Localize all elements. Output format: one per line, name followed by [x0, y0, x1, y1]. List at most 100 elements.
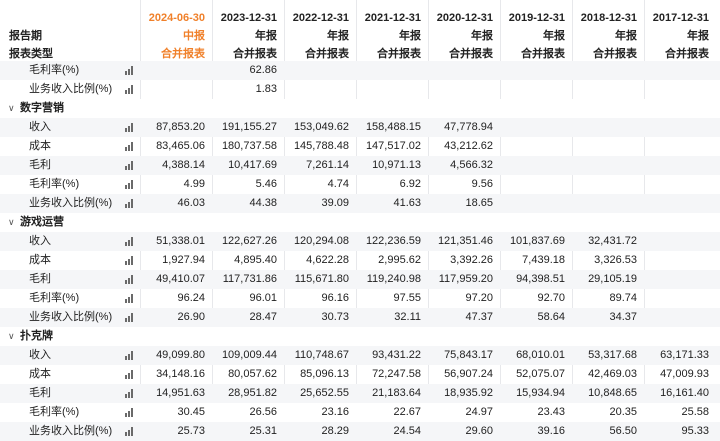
value-cell: 39.16 — [537, 425, 565, 437]
table-row: 毛利 14,951.63 28,951.82 25,652.55 21,183.64 18… — [0, 384, 720, 403]
metric-label: 毛利率(%) — [0, 289, 140, 308]
header-row: 报告期 中报 年报 年报 年报 年报 年报 年报 年报 — [0, 26, 720, 46]
bar-chart-icon[interactable] — [125, 142, 134, 151]
group-name: 游戏运营 — [20, 216, 64, 228]
value-cell — [500, 137, 572, 156]
chevron-down-icon[interactable]: ∨ — [8, 217, 15, 227]
value-cell — [644, 308, 716, 327]
value-cell: 122,627.26 — [221, 235, 277, 247]
value-cell: 7,261.14 — [306, 159, 349, 171]
group-label[interactable]: ∨ 数字营销 — [0, 99, 300, 118]
value-cell: 29.60 — [465, 425, 493, 437]
value-cell — [284, 80, 356, 99]
bar-chart-icon[interactable] — [125, 427, 134, 436]
period-date[interactable]: 2024-06-30 — [148, 12, 205, 24]
value-cell — [644, 118, 716, 137]
value-cell — [644, 289, 716, 308]
bar-chart-icon[interactable] — [125, 275, 134, 284]
value-cell: 3,326.53 — [594, 254, 637, 266]
value-cell: 18,935.92 — [444, 387, 493, 399]
value-cell: 16,161.40 — [660, 387, 709, 399]
value-cell — [644, 232, 716, 251]
value-cell — [644, 175, 716, 194]
value-cell: 3,392.26 — [450, 254, 493, 266]
period-report: 年报 — [255, 30, 277, 42]
value-cell: 53,317.68 — [588, 349, 637, 361]
value-cell: 47,778.94 — [444, 121, 493, 133]
value-cell: 10,971.13 — [372, 159, 421, 171]
value-cell — [356, 80, 428, 99]
value-cell: 24.54 — [393, 425, 421, 437]
bar-chart-icon[interactable] — [125, 351, 134, 360]
value-cell: 39.09 — [321, 197, 349, 209]
value-cell: 49,099.80 — [156, 349, 205, 361]
value-cell: 80,057.62 — [228, 368, 277, 380]
value-cell: 68,010.01 — [516, 349, 565, 361]
value-cell: 4,895.40 — [234, 254, 277, 266]
value-cell: 22.67 — [393, 406, 421, 418]
value-cell: 26.56 — [249, 406, 277, 418]
value-cell — [572, 175, 644, 194]
bar-chart-icon[interactable] — [125, 256, 134, 265]
value-cell: 42,469.03 — [588, 368, 637, 380]
metric-label: 业务收入比例(%) — [0, 308, 140, 327]
value-cell: 21,183.64 — [372, 387, 421, 399]
value-cell: 26.90 — [177, 311, 205, 323]
group-label[interactable]: ∨ 游戏运营 — [0, 213, 300, 232]
value-cell: 153,049.62 — [293, 121, 349, 133]
value-cell: 28.47 — [249, 311, 277, 323]
group-name: 扑克牌 — [20, 330, 53, 342]
period-report: 中报 — [183, 30, 205, 42]
value-cell: 15,934.94 — [516, 387, 565, 399]
bar-chart-icon[interactable] — [125, 313, 134, 322]
value-cell: 85,096.13 — [300, 368, 349, 380]
value-cell — [500, 118, 572, 137]
metric-label: 毛利 — [0, 270, 140, 289]
period-date: 2018-12-31 — [580, 12, 637, 24]
value-cell: 10,417.69 — [228, 159, 277, 171]
value-cell — [500, 194, 572, 213]
bar-chart-icon[interactable] — [125, 180, 134, 189]
value-cell: 180,737.58 — [221, 140, 277, 152]
bar-chart-icon[interactable] — [125, 123, 134, 132]
value-cell — [644, 270, 716, 289]
bar-chart-icon[interactable] — [125, 66, 134, 75]
group-header-row[interactable]: ∨ 数字营销 — [0, 99, 720, 118]
table-row: 毛利率(%) 62.86 — [0, 61, 720, 80]
value-cell: 5.46 — [255, 178, 277, 190]
value-cell: 109,009.44 — [221, 349, 277, 361]
value-cell: 63,171.33 — [660, 349, 709, 361]
bar-chart-icon[interactable] — [125, 85, 134, 94]
metric-label: 毛利率(%) — [0, 175, 140, 194]
value-cell: 18.65 — [465, 197, 493, 209]
bar-chart-icon[interactable] — [125, 237, 134, 246]
bar-chart-icon[interactable] — [125, 408, 134, 417]
bar-chart-icon[interactable] — [125, 389, 134, 398]
value-cell: 32.11 — [394, 311, 421, 323]
chevron-down-icon[interactable]: ∨ — [8, 103, 15, 113]
value-cell: 14,951.63 — [156, 387, 205, 399]
group-header-row[interactable]: ∨ 扑克牌 — [0, 327, 720, 346]
value-cell: 34.37 — [609, 311, 637, 323]
bar-chart-icon[interactable] — [125, 370, 134, 379]
table-row: 收入 51,338.01 122,627.26 120,294.08 122,236.5… — [0, 232, 720, 251]
value-cell: 28,951.82 — [228, 387, 277, 399]
value-cell: 117,959.20 — [438, 273, 493, 285]
value-cell: 158,488.15 — [365, 121, 421, 133]
chevron-down-icon[interactable]: ∨ — [8, 331, 15, 341]
value-cell: 83,465.06 — [156, 140, 205, 152]
value-cell — [428, 61, 500, 80]
value-cell: 46.03 — [177, 197, 205, 209]
value-cell — [644, 251, 716, 270]
bar-chart-icon[interactable] — [125, 199, 134, 208]
group-name: 数字营销 — [20, 102, 64, 114]
value-cell: 41.63 — [393, 197, 421, 209]
value-cell: 20.35 — [609, 406, 637, 418]
group-label[interactable]: ∨ 扑克牌 — [0, 327, 300, 346]
value-cell: 10,848.65 — [588, 387, 637, 399]
bar-chart-icon[interactable] — [125, 161, 134, 170]
group-header-row[interactable]: ∨ 游戏运营 — [0, 213, 720, 232]
bar-chart-icon[interactable] — [125, 294, 134, 303]
value-cell: 32,431.72 — [588, 235, 637, 247]
value-cell: 24.97 — [465, 406, 493, 418]
